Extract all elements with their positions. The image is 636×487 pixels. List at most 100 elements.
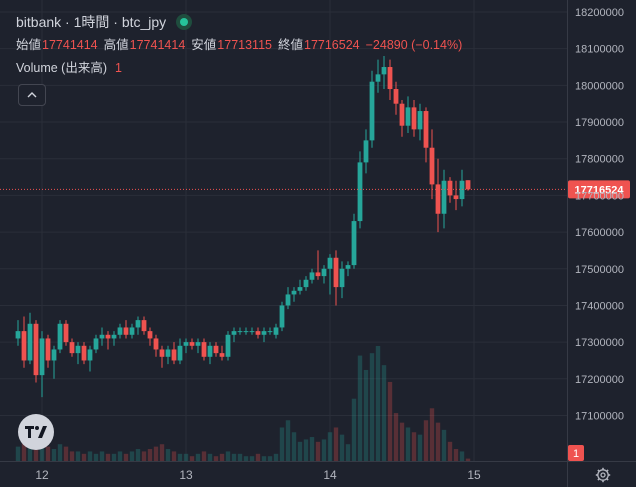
candle-body [39,338,45,376]
candle-body [159,349,165,357]
candle-body [231,331,237,335]
volume-bar [135,449,141,461]
candle-body [285,294,291,306]
volume-bar [267,456,273,461]
volume-bar [351,398,357,461]
volume-bar [279,427,285,461]
candle-body [93,338,99,350]
volume-bar [69,451,75,461]
volume-bar [81,453,87,461]
candle-body [117,327,123,335]
candle-body [171,349,177,361]
volume-bar [207,453,213,461]
candle-body [423,111,429,148]
volume-bar [117,451,123,461]
volume-label[interactable]: Volume (出来高) [16,60,107,75]
volume-bar [45,446,51,461]
candle-body [441,180,447,214]
candle-body [309,272,315,280]
candle-body [303,279,309,288]
candle-body [381,67,387,75]
candle-body [147,331,153,339]
candle-body [435,184,441,214]
volume-bar [375,346,381,461]
candle-body [411,107,417,130]
price-axis[interactable]: 17100000 17200000 17300000 17400000 17500000… [567,0,624,487]
volume-bar [225,451,231,461]
volume-bar [333,427,339,461]
volume-bar [147,449,153,461]
volume-bar [381,365,387,461]
volume-bar [429,408,435,461]
y-tick-label: 18100000 [575,44,624,56]
x-tick-label: 12 [35,468,49,482]
volume-bar [273,453,279,461]
volume-bar [177,453,183,461]
candle-body [45,338,51,361]
volume-bar [237,453,243,461]
candle-body [201,342,207,357]
volume-bar [27,441,33,461]
chart-settings-button[interactable] [594,466,612,484]
candle-body [465,180,471,190]
close-label: 終値 [277,37,303,52]
close-value: 17716524 [304,37,360,52]
volume-bar [297,441,303,461]
collapse-legend-button[interactable] [18,84,46,106]
volume-bar [261,456,267,461]
candle-body [81,345,87,361]
tradingview-logo-icon[interactable] [18,414,54,450]
x-tick-label: 15 [467,468,481,482]
volume-bar [399,422,405,461]
volume-bar [51,449,57,461]
volume-bar [15,446,21,461]
symbol-title[interactable]: bitbank · 1時間 · btc_jpy [16,14,167,30]
candle-body [213,345,219,354]
volume-bar [183,453,189,461]
candle-body [183,342,189,346]
volume-bar [321,439,327,461]
low-value: 17713115 [217,37,272,52]
candle-body [99,334,105,339]
change-value: −24890 (−0.14%) [365,37,463,52]
y-tick-label: 17200000 [575,374,624,386]
candle-body [357,162,363,222]
volume-value: 1 [115,60,122,75]
volume-bar [465,458,471,461]
candle-body [447,180,453,196]
volume-bar [435,422,441,461]
high-value: 17741414 [129,37,186,52]
volume-bar [405,427,411,461]
high-label: 高値 [103,37,129,52]
candle-body [219,353,225,357]
candle-body [399,103,405,126]
volume-bar [87,451,93,461]
volume-bar [105,453,111,461]
candle-body [351,221,357,266]
y-tick-label: 17600000 [575,227,624,239]
volume-bar [219,453,225,461]
volume-bar [417,434,423,461]
candle-body [459,180,465,200]
candle-body [429,147,435,185]
volume-bar [453,449,459,461]
volume-bar [171,451,177,461]
volume-bar [249,456,255,461]
volume-bar [387,381,393,461]
x-tick-label: 14 [323,468,337,482]
last-price-line: 17716524 1 [0,180,630,461]
y-tick-label: 18000000 [575,80,624,92]
volume-row: Volume (出来高) 1 [16,56,468,80]
volume-bar [345,444,351,461]
volume-bar [129,451,135,461]
y-tick-label: 17400000 [575,300,624,312]
candles [15,56,471,398]
candle-body [261,331,267,335]
candle-body [453,195,459,200]
time-axis[interactable]: 12 13 14 15 [0,461,636,483]
open-label: 始値 [16,37,42,52]
y-tick-label: 18200000 [575,7,624,19]
candle-body [339,268,345,288]
y-tick-label: 17800000 [575,154,624,166]
